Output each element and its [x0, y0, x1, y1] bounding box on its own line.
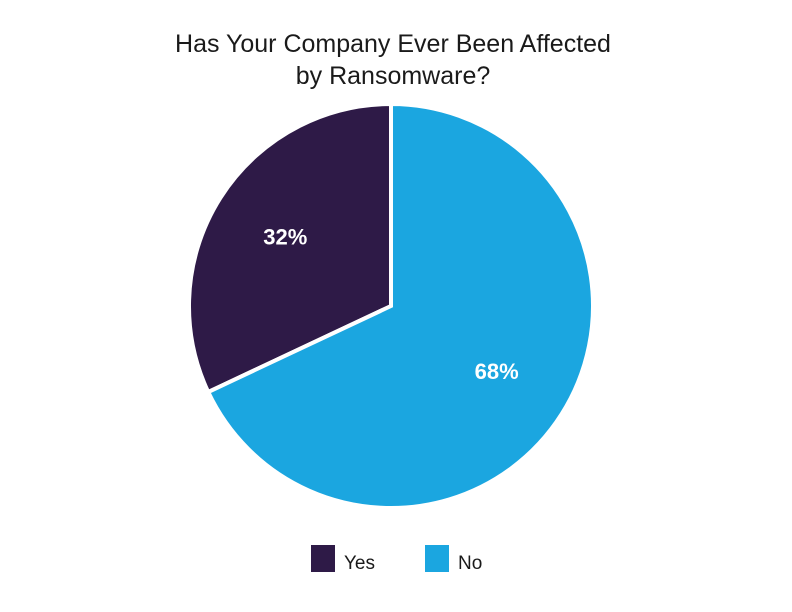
legend-item-yes: Yes: [311, 545, 375, 574]
chart-title-line-2: by Ransomware?: [296, 62, 491, 90]
pie-slices: [187, 101, 595, 510]
pie-slice-labels: 32% 68%: [263, 225, 518, 384]
pie-slice-yes: [187, 101, 393, 395]
pie-slice-no: [205, 101, 595, 510]
legend-swatch-no: [425, 545, 449, 572]
slice-label-yes: 32%: [263, 225, 307, 250]
legend-label-yes: Yes: [344, 553, 375, 574]
chart-title: Has Your Company Ever Been Affected by R…: [175, 30, 611, 90]
legend-swatch-yes: [311, 545, 335, 572]
legend: Yes No: [311, 545, 482, 574]
legend-label-no: No: [458, 553, 482, 574]
slice-label-no: 68%: [475, 359, 519, 384]
chart-title-line-1: Has Your Company Ever Been Affected: [175, 30, 611, 58]
legend-item-no: No: [425, 545, 482, 574]
